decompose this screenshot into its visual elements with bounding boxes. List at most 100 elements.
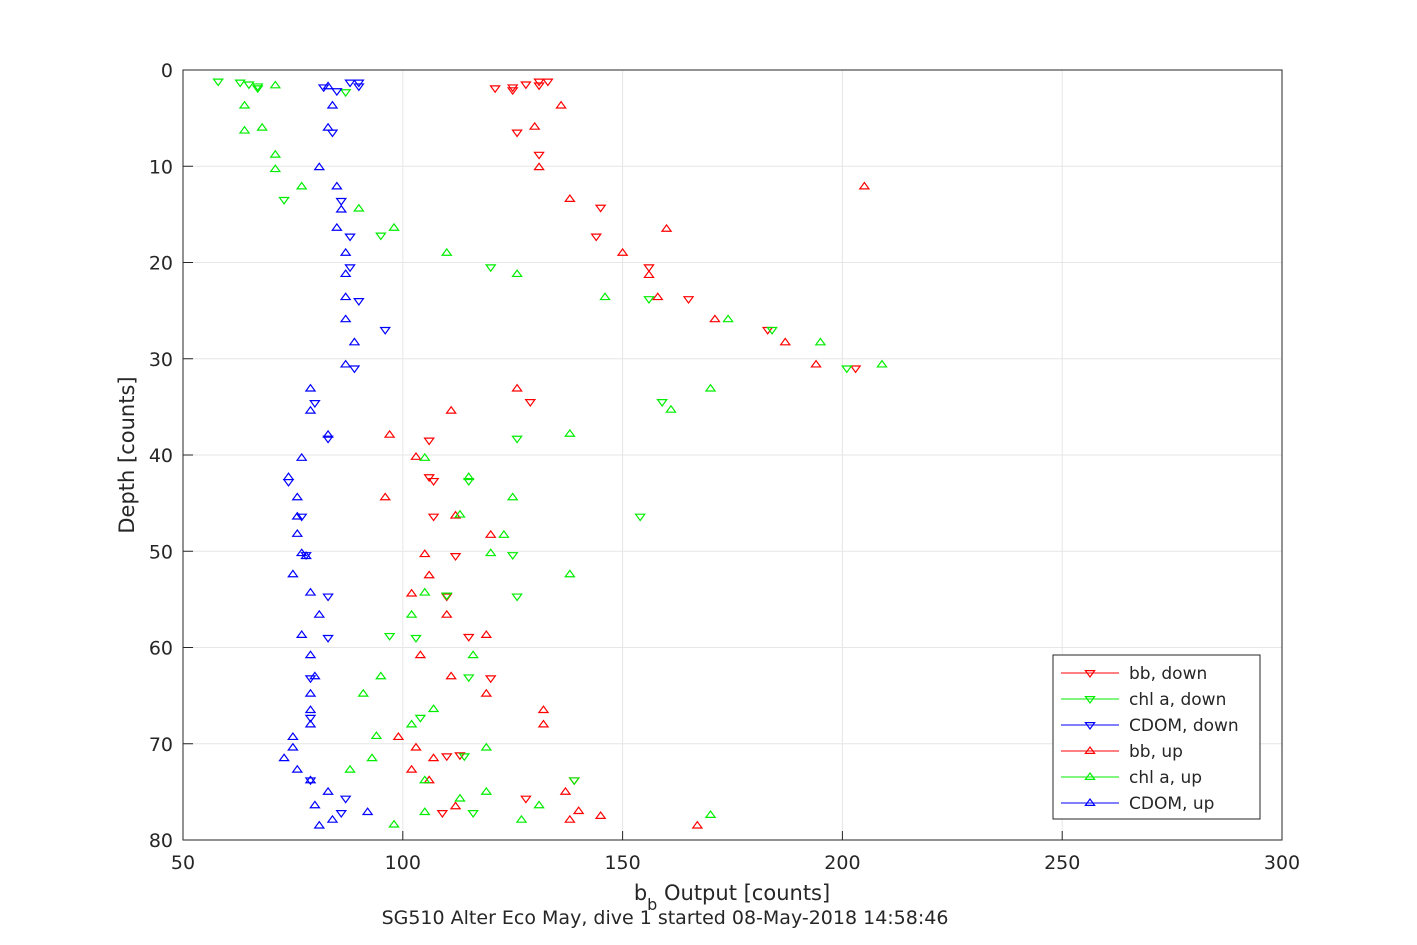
data-point (449, 801, 462, 810)
data-point (682, 296, 695, 305)
data-point (511, 269, 523, 278)
data-point (722, 314, 734, 323)
data-point (291, 511, 304, 520)
data-point (515, 814, 528, 823)
data-point (440, 753, 453, 762)
data-point (643, 264, 655, 273)
legend-marker (1084, 721, 1096, 730)
x-tick-label: 100 (385, 852, 421, 874)
data-point (339, 269, 352, 278)
legend-item: CDOM, down (1061, 716, 1239, 736)
data-point (590, 233, 603, 242)
data-point (616, 247, 629, 256)
data-point (405, 764, 418, 773)
data-point (322, 593, 334, 602)
data-point (331, 181, 343, 190)
data-point (287, 732, 299, 741)
data-point (379, 492, 391, 501)
data-point (269, 80, 282, 89)
legend-item: CDOM, up (1061, 794, 1214, 814)
legend-marker (1084, 798, 1096, 807)
data-point (353, 297, 365, 306)
data-point (462, 633, 475, 642)
data-point (344, 233, 356, 242)
data-point (634, 513, 646, 522)
data-point (326, 814, 339, 823)
data-point (339, 795, 352, 804)
legend-label: bb, down (1129, 664, 1207, 684)
data-point (335, 204, 348, 213)
data-point (467, 810, 479, 819)
data-point (304, 405, 317, 414)
data-point (238, 125, 251, 134)
data-point (427, 477, 440, 486)
data-point (484, 548, 497, 557)
legend-item: bb, down (1061, 664, 1207, 684)
series-5 (278, 81, 374, 829)
data-point (454, 793, 466, 802)
data-point (309, 671, 321, 680)
data-point (533, 162, 545, 171)
data-point (484, 529, 497, 538)
data-point (660, 223, 673, 232)
y-tick-label: 40 (149, 445, 173, 467)
data-point (559, 786, 572, 795)
data-point (322, 634, 334, 643)
data-point (594, 810, 607, 819)
data-point (304, 587, 317, 596)
data-point (238, 100, 251, 109)
data-point (313, 609, 326, 618)
data-point (643, 270, 655, 279)
data-point (489, 85, 501, 94)
legend-label: CDOM, up (1129, 794, 1214, 814)
data-point (375, 232, 387, 241)
data-point (651, 292, 664, 301)
data-point (419, 775, 431, 784)
data-point (533, 82, 545, 91)
data-point (304, 719, 317, 728)
legend-item: chl a, up (1061, 768, 1202, 788)
data-point (353, 203, 365, 212)
data-point (423, 570, 435, 579)
y-tick-label: 50 (149, 541, 173, 563)
data-point (427, 513, 440, 522)
data-point (599, 292, 611, 301)
data-point (440, 247, 453, 256)
data-point (454, 752, 466, 761)
data-point (506, 87, 519, 96)
data-point (414, 714, 427, 723)
data-point (449, 510, 462, 519)
data-point (388, 222, 400, 231)
legend-marker (1084, 772, 1096, 781)
data-point (841, 365, 853, 374)
data-point (335, 197, 348, 206)
data-point (278, 196, 290, 205)
data-point (379, 326, 391, 335)
data-point (243, 81, 255, 90)
x-axis-label-rest: Output [counts] (657, 881, 830, 905)
data-point (533, 151, 545, 160)
data-point (520, 81, 532, 90)
data-point (348, 365, 361, 374)
data-point (594, 204, 607, 213)
data-point (287, 569, 299, 578)
data-point (375, 671, 387, 680)
data-point (511, 593, 523, 602)
data-point (520, 795, 532, 804)
y-tick-label: 10 (149, 156, 173, 178)
data-point (304, 383, 317, 392)
data-point (309, 800, 321, 809)
data-point (643, 296, 655, 305)
data-point (269, 149, 282, 158)
data-point (511, 383, 523, 392)
data-point (339, 89, 352, 98)
x-tick-label: 50 (171, 852, 195, 874)
data-point (436, 810, 449, 819)
data-point (291, 764, 304, 773)
data-point (370, 731, 383, 740)
data-point (304, 705, 317, 714)
data-point (564, 194, 576, 202)
data-point (506, 552, 519, 561)
data-point (251, 85, 264, 94)
